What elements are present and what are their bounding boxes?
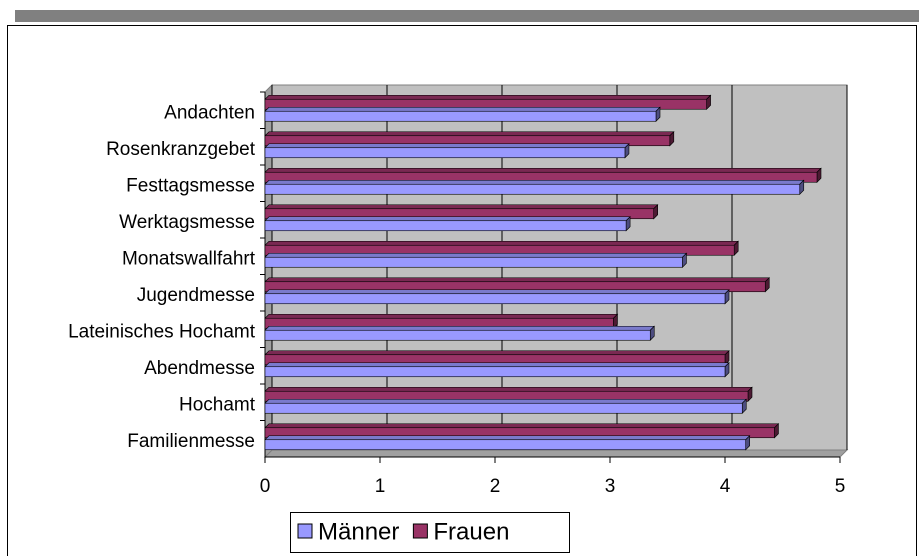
y-tick-label: Andachten bbox=[164, 102, 255, 123]
bar bbox=[264, 256, 683, 268]
bar-top bbox=[264, 167, 822, 173]
y-tick-label: Monatswallfahrt bbox=[122, 248, 256, 269]
bar-top bbox=[264, 277, 770, 283]
bar-top bbox=[264, 204, 659, 210]
bar-top bbox=[264, 131, 675, 137]
bar-group bbox=[264, 423, 780, 439]
bar-group bbox=[264, 398, 747, 414]
bar-group bbox=[264, 94, 712, 110]
x-tick-label: 1 bbox=[375, 476, 386, 497]
bar-top bbox=[264, 350, 730, 356]
bar-top bbox=[264, 325, 655, 331]
y-tick-label: Jugendmesse bbox=[137, 285, 255, 306]
bar-top bbox=[264, 423, 780, 429]
bar-top bbox=[264, 143, 630, 149]
bar-group bbox=[264, 252, 688, 268]
bar-group bbox=[264, 167, 822, 183]
legend-label: Männer bbox=[318, 518, 399, 545]
legend-swatch bbox=[412, 523, 428, 539]
bar-group bbox=[264, 131, 675, 147]
bar-group bbox=[264, 362, 730, 378]
y-tick-label: Festtagsmesse bbox=[126, 175, 255, 196]
bar-top bbox=[264, 435, 751, 441]
bar-group bbox=[264, 435, 751, 451]
bar-top bbox=[264, 106, 661, 112]
y-tick-label: Hochamt bbox=[179, 394, 256, 415]
bar bbox=[264, 402, 743, 414]
bar-top bbox=[264, 289, 730, 295]
bar bbox=[264, 220, 627, 232]
bar-group bbox=[264, 325, 655, 341]
bar-top bbox=[264, 398, 747, 404]
bar-group bbox=[264, 106, 661, 122]
x-tick-label: 3 bbox=[605, 476, 616, 497]
bar-top bbox=[264, 362, 730, 368]
bar bbox=[264, 110, 657, 122]
x-tick-label: 4 bbox=[720, 476, 731, 497]
bar bbox=[264, 439, 747, 451]
bar-top bbox=[264, 386, 753, 392]
bar-group bbox=[264, 179, 805, 195]
bar-group bbox=[264, 386, 753, 402]
bar bbox=[264, 329, 651, 341]
x-tick-label: 5 bbox=[835, 476, 846, 497]
x-tick-label: 2 bbox=[490, 476, 501, 497]
y-tick-label: Abendmesse bbox=[144, 358, 255, 379]
bar-group bbox=[264, 289, 730, 305]
bar bbox=[264, 147, 626, 159]
bar bbox=[264, 293, 726, 305]
bar-group bbox=[264, 313, 619, 329]
top-band bbox=[15, 10, 919, 22]
bar-group bbox=[264, 143, 630, 159]
y-tick-label: Familienmesse bbox=[127, 431, 255, 452]
bar bbox=[264, 183, 801, 195]
floor bbox=[263, 449, 849, 458]
legend-box bbox=[290, 512, 570, 553]
bar-group bbox=[264, 277, 770, 293]
bar bbox=[264, 366, 726, 378]
bar-top bbox=[264, 240, 739, 246]
bar-group bbox=[264, 216, 631, 232]
x-tick-label: 0 bbox=[260, 476, 271, 497]
bar-top bbox=[264, 252, 688, 258]
bar-top bbox=[264, 216, 631, 222]
y-tick-label: Werktagsmesse bbox=[119, 212, 255, 233]
bar-top bbox=[264, 94, 712, 100]
y-tick-label: Rosenkranzgebet bbox=[106, 139, 256, 160]
bar-top bbox=[264, 313, 619, 319]
legend-swatch bbox=[297, 523, 313, 539]
legend-label: Frauen bbox=[433, 518, 509, 545]
y-tick-label: Lateinisches Hochamt bbox=[68, 321, 256, 342]
bar-top bbox=[264, 179, 805, 185]
